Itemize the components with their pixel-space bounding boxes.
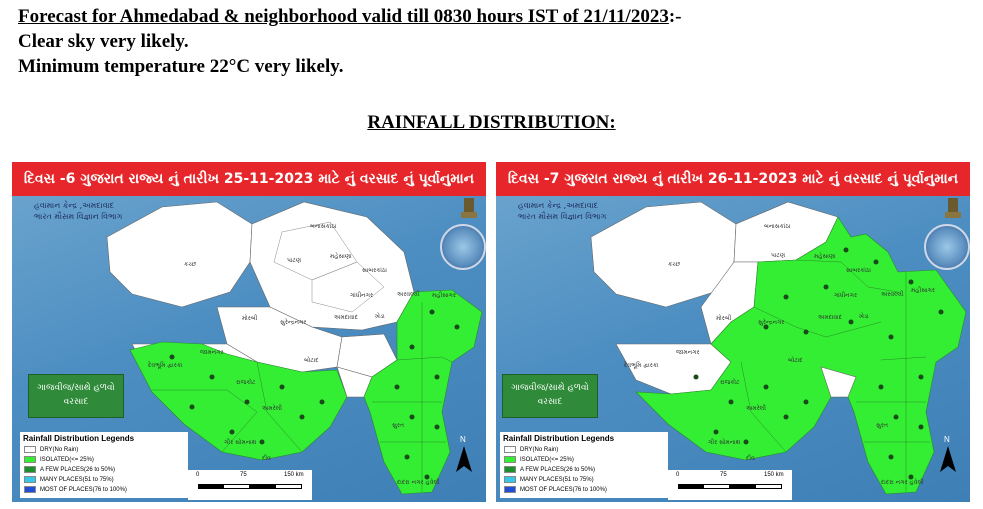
region-label-aravalli: અરવલ્લી [881, 290, 904, 298]
map-panel-day7: કચ્છ બનાસકાંઠા પાટણ મહેસાણા સાબરકાંઠા અર… [496, 162, 970, 502]
legend-title: Rainfall Distribution Legends [503, 434, 615, 443]
scale-tick: 75 [240, 472, 247, 478]
forecast-temperature: Minimum temperature 22°C very likely. [18, 56, 344, 77]
region-label-patan: પાટણ [287, 257, 301, 264]
agency-label: હવામાન કેન્દ્ર ,અમદાવાદ ભારત મૌસમ વિજ્ઞા… [34, 200, 122, 222]
agency-line-2: ભારત મૌસમ વિજ્ઞાન વિભાગ [34, 212, 123, 221]
forecast-heading-suffix: :- [668, 6, 682, 27]
scale-bar: 0 75 150 km [188, 470, 312, 500]
forecast-heading: Forecast for Ahmedabad & neighborhood va… [18, 6, 669, 27]
region-label-surendranagar: સુરેન્દ્રનગર [280, 318, 306, 326]
scale-tick: 75 [720, 472, 727, 478]
legend-item: MANY PLACES(51 to 75%) [504, 476, 594, 485]
section-title: RAINFALL DISTRIBUTION: [367, 112, 616, 133]
agency-label: હવામાન કેન્દ્ર ,અમદાવાદ ભારત મૌસમ વિજ્ઞા… [518, 200, 606, 222]
scale-tick: 0 [196, 472, 200, 478]
region-label-surat: સુરત [876, 422, 888, 429]
legend-item: MOST OF PLACES(76 to 100%) [24, 486, 127, 495]
legend-item: A FEW PLACES(26 to 50%) [24, 466, 115, 475]
region-label-kheda: ખેડા [859, 312, 869, 320]
region-label-rajkot: રાજકોટ [720, 378, 740, 386]
region-label-ahmedabad: અમદાવાદ [334, 314, 359, 321]
region-label-jamnagar: જામનગર [200, 349, 224, 356]
emblem-icon [945, 198, 961, 218]
emblem-icon [461, 198, 477, 218]
legend-item: DRY(No Rain) [24, 446, 78, 455]
region-label-morbi: મોરબી [242, 314, 258, 322]
region-label-rajkot: રાજકોટ [236, 378, 256, 386]
forecast-text: Forecast for Ahmedabad & neighborhood va… [18, 4, 682, 79]
region-label-jamnagar: જામનગર [676, 349, 700, 356]
scale-bar: 0 75 150 km [668, 470, 792, 500]
legend-item: ISOLATED(<= 25%) [504, 456, 574, 465]
rainfall-legend: Rainfall Distribution Legends DRY(No Rai… [500, 432, 668, 498]
imd-logo-icon [924, 224, 970, 270]
region-label-kutch: કચ્છ [184, 261, 196, 268]
region-label-gandhinagar: ગાંધીનગર [834, 291, 857, 299]
region-label-patan: પાટણ [771, 252, 785, 259]
north-label: N [460, 435, 466, 444]
region-label-dwarka: દેવભૂમિ દ્વારકા [624, 361, 659, 369]
region-label-dwarka: દેવભૂમિ દ્વારકા [148, 361, 183, 369]
region-label-mehsana: મહેસાણા [330, 252, 352, 260]
region-label-kutch: કચ્છ [668, 261, 680, 268]
region-label-amreli: અમરેલી [262, 404, 282, 412]
scale-tick: 150 km [764, 472, 784, 478]
region-label-sabarkantha: સાબરકાંઠા [846, 267, 871, 274]
region-label-diu: દીવ [746, 454, 755, 462]
region-label-mahisagar: મહીસાગર [911, 286, 935, 294]
forecast-banner: દિવસ -7 ગુજરાત રાજ્ય નું તારીખ 26-11-202… [496, 162, 970, 196]
gujarat-map-day6: કચ્છ બનાસકાંઠા પાટણ મહેસાણા સાબરકાંઠા અર… [106, 201, 483, 495]
region-label-banaskantha: બનાસકાંઠા [310, 223, 337, 230]
region-label-amreli: અમરેલી [746, 404, 766, 412]
region-label-sabarkantha: સાબરકાંઠા [362, 267, 387, 274]
map-panel-day6: કચ્છ બનાસકાંઠા પાટણ મહેસાણા સાબરકાંઠા અર… [12, 162, 486, 502]
region-label-mehsana: મહેસાણા [814, 252, 836, 260]
legend-item: MANY PLACES(51 to 75%) [24, 476, 114, 485]
north-arrow-icon: N [940, 435, 956, 472]
region-label-gir-somnath: ગીર સોમનાથ [708, 438, 741, 446]
legend-item: A FEW PLACES(26 to 50%) [504, 466, 595, 475]
agency-line-1: હવામાન કેન્દ્ર ,અમદાવાદ [34, 201, 115, 210]
region-label-gandhinagar: ગાંધીનગર [350, 291, 373, 299]
region-label-kheda: ખેડા [375, 312, 385, 320]
warning-box: ગાજવીજ/સાથે હળવો વરસાદ [28, 374, 124, 418]
region-label-diu: દીવ [262, 454, 271, 462]
gujarat-map-day7: કચ્છ બનાસકાંઠા પાટણ મહેસાણા સાબરકાંઠા અર… [590, 201, 967, 495]
forecast-heading-line: Forecast for Ahmedabad & neighborhood va… [18, 4, 682, 29]
forecast-banner: દિવસ -6 ગુજરાત રાજ્ય નું તારીખ 25-11-202… [12, 162, 486, 196]
region-label-banaskantha: બનાસકાંઠા [764, 223, 791, 230]
region-label-gir-somnath: ગીર સોમનાથ [224, 438, 257, 446]
north-label: N [944, 435, 950, 444]
legend-item: ISOLATED(<= 25%) [24, 456, 94, 465]
region-label-ahmedabad: અમદાવાદ [818, 314, 843, 321]
agency-line-1: હવામાન કેન્દ્ર ,અમદાવાદ [518, 201, 599, 210]
scale-tick: 150 km [284, 472, 304, 478]
north-arrow-icon: N [456, 435, 472, 472]
scale-tick: 0 [676, 472, 680, 478]
legend-item: MOST OF PLACES(76 to 100%) [504, 486, 607, 495]
legend-title: Rainfall Distribution Legends [23, 434, 135, 443]
rainfall-legend: Rainfall Distribution Legends DRY(No Rai… [20, 432, 188, 498]
legend-item: DRY(No Rain) [504, 446, 558, 455]
agency-line-2: ભારત મૌસમ વિજ્ઞાન વિભાગ [518, 212, 607, 221]
region-label-dnh: દાદરા નગર હવેલી [881, 478, 924, 486]
region-label-aravalli: અરવલ્લી [397, 290, 420, 298]
region-label-surat: સુરત [392, 422, 404, 429]
imd-logo-icon [440, 224, 486, 270]
region-label-mahisagar: મહીસાગર [432, 291, 456, 299]
region-label-botad: બોટાદ [788, 356, 803, 364]
forecast-sky: Clear sky very likely. [18, 31, 189, 52]
region-label-morbi: મોરબી [716, 314, 732, 322]
region-label-surendranagar: સુરેન્દ્રનગર [758, 318, 784, 326]
warning-box: ગાજવીજ/સાથે હળવો વરસાદ [502, 374, 598, 418]
region-label-dnh: દાદરા નગર હવેલી [397, 478, 440, 486]
region-label-botad: બોટાદ [304, 356, 319, 364]
